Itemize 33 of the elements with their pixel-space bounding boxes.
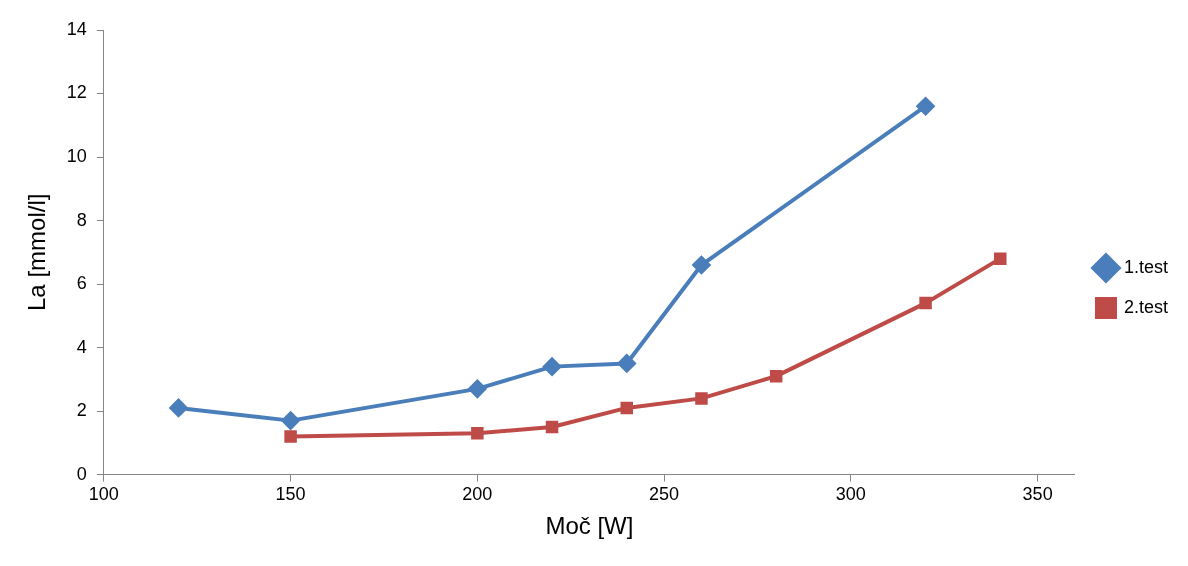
y-tick-label: 6 — [76, 273, 87, 294]
x-tick-label: 100 — [88, 484, 119, 505]
point — [769, 369, 783, 383]
legend-label: 1.test — [1123, 256, 1169, 277]
y-tick-label: 4 — [76, 336, 87, 357]
x-tick-label: 250 — [649, 484, 680, 505]
y-tick-label: 12 — [66, 82, 87, 103]
x-tick-label: 350 — [1022, 484, 1053, 505]
x-axis-title: Moč [W] — [545, 512, 634, 540]
point — [169, 398, 188, 417]
point — [284, 430, 297, 443]
legend-label: 2.test — [1123, 296, 1169, 317]
y-tick-label: 8 — [76, 209, 87, 230]
y-axis-title: La [mmol/l] — [23, 193, 51, 311]
x-tick-label: 300 — [835, 484, 866, 505]
point — [545, 420, 559, 434]
point — [471, 427, 484, 440]
point — [916, 97, 935, 116]
x-tick-label: 200 — [462, 484, 493, 505]
point — [695, 392, 708, 405]
x-tick-label: 150 — [275, 484, 306, 505]
y-tick-label: 0 — [76, 463, 87, 484]
point — [468, 379, 487, 398]
point — [692, 256, 711, 274]
point — [617, 354, 636, 373]
y-tick-label: 10 — [66, 146, 87, 166]
y-tick-label: 2 — [76, 400, 87, 421]
point — [281, 411, 300, 430]
point — [994, 252, 1007, 265]
point — [919, 296, 932, 310]
point — [543, 357, 562, 376]
point — [620, 401, 633, 415]
y-tick-label: 14 — [66, 18, 87, 39]
